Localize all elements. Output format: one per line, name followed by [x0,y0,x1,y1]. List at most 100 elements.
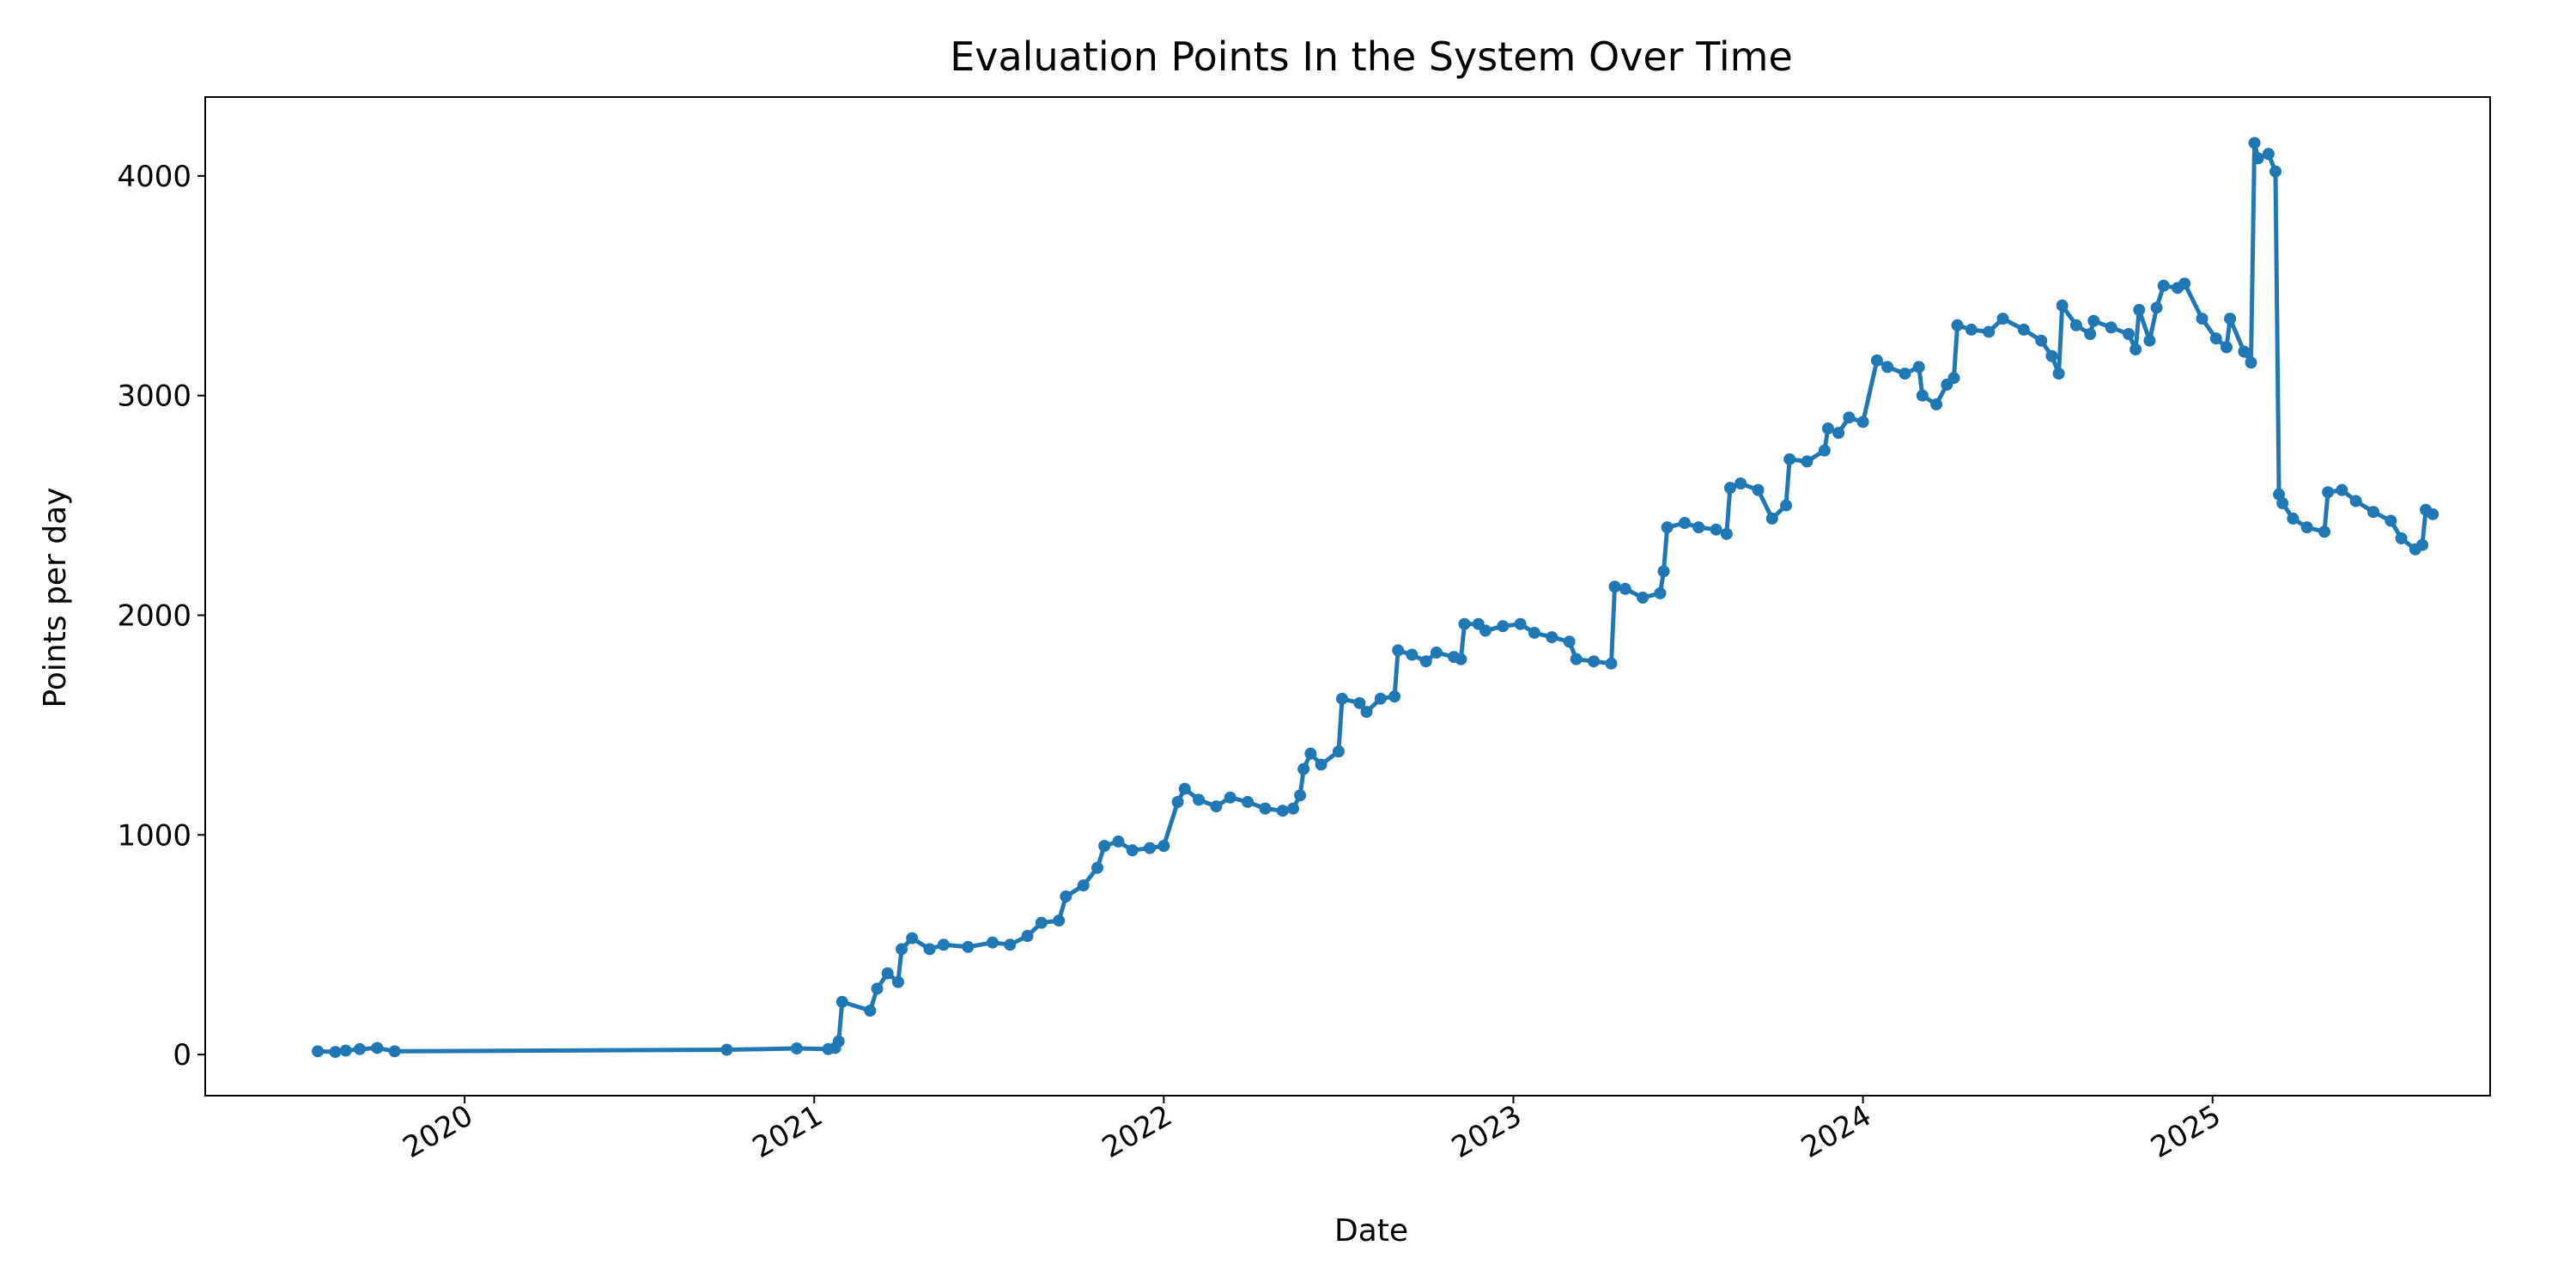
data-point [2248,137,2261,149]
data-point [329,1046,342,1059]
data-point [1360,706,1373,719]
data-point [2056,299,2069,312]
data-point [1765,512,1778,525]
data-point [1637,592,1649,605]
data-point [891,975,904,988]
data-point [1315,758,1327,771]
data-point [1112,835,1125,848]
data-point [1419,655,1432,668]
data-point [2123,328,2136,341]
data-point [1780,499,1793,512]
data-point [2157,279,2170,292]
data-point [1983,325,1996,338]
data-point [1678,517,1691,530]
data-point [1242,795,1255,808]
data-point [835,995,848,1008]
data-point [1563,635,1576,648]
data-point [1605,657,1618,670]
data-point [1353,696,1366,709]
data-point [2416,538,2429,551]
data-point [388,1045,401,1058]
y-axis-label: Points per day [38,487,73,708]
data-point [1479,624,1492,637]
data-point [1661,521,1674,534]
data-point [1053,914,1066,927]
y-tick-label: 3000 [117,380,191,414]
data-point [1458,617,1471,630]
data-point [1657,565,1670,578]
data-point [2129,343,2142,355]
data-point [1157,840,1170,853]
data-point [2385,514,2397,527]
data-point [2105,321,2117,334]
data-point [2045,349,2058,362]
data-point [2336,483,2348,496]
data-point [1210,800,1223,813]
data-point [1021,930,1034,943]
data-point [2196,313,2208,325]
data-point [2349,495,2362,507]
data-point [1294,789,1307,802]
data-point [2251,152,2264,165]
data-point [1171,795,1184,808]
data-point [2427,507,2439,520]
data-point [1801,455,1814,468]
data-point [1818,444,1831,457]
data-point [1098,840,1111,853]
data-point [1723,482,1736,495]
data-point [1276,805,1289,817]
data-point [881,967,894,980]
data-point [1406,648,1419,661]
data-point [871,982,884,995]
data-point [2052,368,2065,380]
data-point [2221,341,2233,354]
data-point [1720,527,1733,540]
data-point [1392,644,1405,657]
data-point [1528,626,1540,639]
data-point [353,1042,366,1055]
data-point [312,1045,325,1058]
data-point [1608,580,1621,593]
data-point [1996,313,2009,325]
data-point [1335,692,1348,705]
data-point [1783,453,1796,465]
data-point [1304,747,1317,760]
data-point [2238,345,2251,358]
data-point [1570,653,1583,665]
data-point [896,943,908,956]
data-point [1856,416,1869,428]
plot-frame [204,96,2491,1097]
data-point [1951,319,1964,331]
data-point [1930,398,1943,410]
data-point [2269,165,2282,178]
data-point [986,936,999,949]
y-tick-label: 0 [173,1038,191,1072]
data-point [2035,334,2048,347]
data-point [2133,303,2146,316]
data-point [1193,793,1206,806]
data-point [1912,361,1925,374]
data-point [1455,653,1467,665]
data-point [1178,782,1191,795]
data-point [906,932,919,945]
data-point [1126,844,1139,857]
data-point [790,1042,803,1054]
data-point [923,943,936,956]
data-point [2322,486,2335,499]
data-point [1259,802,1272,815]
data-point [1144,841,1157,854]
y-tick-label: 4000 [117,160,191,194]
data-point [1710,523,1722,536]
data-point [832,1035,845,1048]
y-tick-label: 2000 [117,599,191,634]
data-point [1843,411,1856,424]
data-point [2224,313,2237,325]
data-point [1752,483,1765,496]
data-point [1735,477,1747,490]
x-axis-label: Date [1334,1213,1408,1249]
data-point [2287,512,2300,525]
data-point [1077,879,1090,892]
data-point [1654,586,1667,599]
